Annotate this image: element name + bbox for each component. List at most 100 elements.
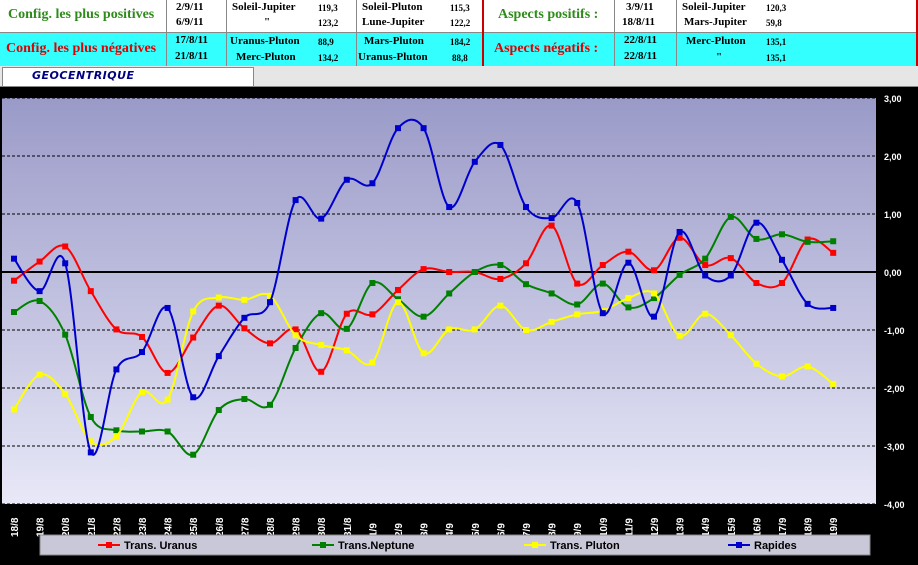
- series-line-rapides: [13, 118, 834, 456]
- legend-label: Trans. Pluton: [550, 540, 620, 552]
- data-point-trans-neptune: [420, 313, 427, 320]
- data-point-trans-uranus: [139, 333, 145, 340]
- data-point-trans-pluton: [241, 296, 248, 303]
- data-point-trans-pluton: [676, 332, 683, 339]
- data-point-rapides: [292, 197, 299, 204]
- data-point-trans-uranus: [164, 369, 171, 376]
- x-tick-label: 26/8: [215, 517, 226, 537]
- data-point-trans-pluton: [727, 332, 734, 339]
- data-point-trans-neptune: [548, 290, 555, 297]
- x-tick-label: 1/9: [368, 523, 379, 537]
- asp-neg-row1-aspect: Merc-Pluton: [686, 35, 746, 47]
- x-tick-label: 7/9: [522, 523, 533, 537]
- data-point-trans-pluton: [164, 396, 171, 403]
- neg-row2-value2: 88,8: [452, 53, 468, 63]
- data-point-trans-uranus: [727, 255, 734, 262]
- asp-pos-row1-date: 3/9/11: [626, 1, 654, 13]
- data-point-rapides: [753, 219, 760, 226]
- data-point-trans-uranus: [318, 368, 325, 375]
- positive-config-title: Config. les plus positives: [8, 7, 155, 22]
- data-point-trans-neptune: [779, 231, 785, 238]
- data-point-trans-neptune: [702, 255, 709, 262]
- legend-swatch-marker: [736, 542, 742, 548]
- legend-label: Rapides: [754, 540, 797, 552]
- data-point-rapides: [676, 228, 683, 235]
- data-point-trans-neptune: [113, 427, 120, 434]
- data-point-rapides: [523, 204, 529, 211]
- neg-row2-date: 21/8/11: [175, 50, 209, 62]
- data-point-trans-neptune: [292, 344, 299, 351]
- data-point-trans-uranus: [343, 310, 350, 317]
- x-tick-label: 17/9: [778, 517, 789, 537]
- data-point-trans-pluton: [190, 308, 197, 315]
- tab-geocentrique[interactable]: [2, 67, 254, 86]
- x-tick-label: 10/9: [599, 517, 610, 537]
- data-point-trans-neptune: [574, 301, 581, 308]
- asp-pos-row1-value: 120,3: [766, 3, 787, 13]
- data-point-trans-pluton: [267, 292, 273, 299]
- data-point-trans-pluton: [11, 406, 17, 413]
- data-point-rapides: [446, 204, 453, 211]
- data-point-trans-neptune: [164, 428, 171, 435]
- data-point-trans-uranus: [369, 311, 376, 318]
- data-point-rapides: [62, 260, 69, 267]
- header-sep-4: [614, 0, 615, 66]
- data-point-rapides: [599, 310, 606, 317]
- data-point-trans-pluton: [87, 438, 94, 445]
- x-tick-label: 16/9: [752, 517, 763, 537]
- data-point-rapides: [139, 349, 145, 356]
- data-point-trans-pluton: [702, 310, 709, 317]
- pos-row2-date: 6/9/11: [176, 16, 204, 28]
- data-point-trans-neptune: [215, 407, 222, 414]
- tab-geocentrique-label: GEOCENTRIQUE: [32, 69, 135, 82]
- x-tick-label: 9/9: [573, 523, 584, 537]
- data-point-trans-neptune: [830, 238, 837, 245]
- data-point-trans-uranus: [702, 262, 709, 269]
- data-point-trans-pluton: [497, 302, 504, 309]
- x-tick-label: 18/9: [804, 517, 815, 537]
- data-point-trans-neptune: [62, 331, 69, 338]
- data-point-trans-pluton: [779, 373, 785, 380]
- data-point-trans-neptune: [139, 428, 145, 435]
- data-point-rapides: [420, 125, 427, 132]
- data-point-trans-neptune: [599, 280, 606, 287]
- header-sep-red-1: [482, 0, 484, 66]
- data-point-rapides: [548, 215, 555, 222]
- header-sep-3: [356, 0, 357, 66]
- data-point-rapides: [779, 256, 785, 263]
- header-sep-red-2: [916, 0, 918, 66]
- data-point-trans-pluton: [804, 363, 811, 370]
- negative-config-title: Config. les plus négatives: [6, 41, 157, 56]
- pos-row2-aspect1: ": [264, 16, 271, 28]
- data-point-trans-pluton: [36, 371, 43, 378]
- pos-row2-value2: 122,2: [450, 18, 471, 28]
- asp-neg-row2-aspect: ": [716, 51, 723, 63]
- data-point-trans-neptune: [318, 310, 325, 317]
- legend-swatch-marker: [106, 542, 112, 548]
- positive-config-row: [0, 0, 918, 32]
- data-point-trans-uranus: [215, 302, 222, 309]
- data-point-trans-pluton: [651, 290, 657, 297]
- data-point-trans-neptune: [625, 304, 632, 311]
- data-point-trans-pluton: [139, 389, 145, 396]
- data-point-trans-uranus: [625, 248, 632, 255]
- data-point-trans-uranus: [190, 334, 197, 341]
- data-point-rapides: [395, 125, 401, 132]
- data-point-trans-neptune: [497, 262, 504, 269]
- data-point-trans-neptune: [523, 281, 529, 288]
- pos-row1-aspect1: Soleil-Jupiter: [232, 1, 296, 13]
- x-tick-label: 8/9: [548, 523, 559, 537]
- y-tick-label: -4,00: [884, 500, 905, 510]
- data-point-rapides: [190, 394, 197, 401]
- x-tick-label: 4/9: [445, 523, 456, 537]
- data-point-trans-pluton: [318, 342, 325, 349]
- data-point-trans-uranus: [36, 258, 43, 265]
- x-tick-label: 15/9: [727, 517, 738, 537]
- legend-label: Trans. Uranus: [124, 540, 197, 552]
- x-tick-label: 29/8: [292, 517, 303, 537]
- data-point-rapides: [830, 304, 837, 311]
- y-tick-label: 1,00: [884, 210, 902, 220]
- x-tick-label: 13/9: [676, 517, 687, 537]
- asp-pos-row2-aspect: Mars-Jupiter: [684, 16, 747, 28]
- asp-pos-row2-value: 59,8: [766, 18, 782, 28]
